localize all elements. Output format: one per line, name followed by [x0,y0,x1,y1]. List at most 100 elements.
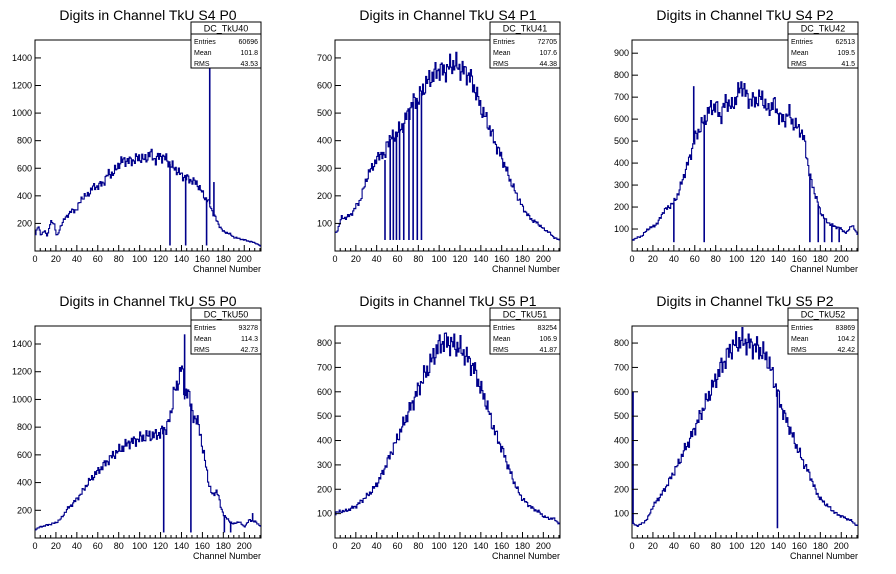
y-tick-label: 600 [614,387,629,397]
stats-name: DC_TkU52 [801,310,846,320]
x-tick-label: 100 [432,541,447,551]
stats-label-mean: Mean [493,336,511,343]
chart-title: Digits in Channel TkU S4 P0 [59,7,236,23]
stats-value-entries: 83869 [836,325,856,332]
x-tick-label: 0 [332,254,337,264]
histogram-panel-1: Digits in Channel TkU S4 P1 0 20 40 60 80 100 1… [317,7,561,274]
x-tick-label: 60 [392,541,402,551]
x-axis-label: Channel Number [492,551,560,561]
x-tick-label: 20 [51,541,61,551]
stats-name: DC_TkU50 [204,310,249,320]
stats-value-entries: 83254 [538,325,558,332]
stats-box-frame [190,307,262,355]
y-tick-label: 400 [317,136,332,146]
x-tick-label: 160 [494,541,509,551]
x-tick-label: 160 [195,254,210,264]
y-tick-label: 500 [614,411,629,421]
y-tick-label: 800 [17,136,32,146]
histogram-panel-4: Digits in Channel TkU S5 P1 0 20 40 60 80 100 1… [317,293,561,561]
stats-box: DC_TkU52 Entries 83869 Mean 104.2 RMS 42.42 [787,307,859,355]
x-tick-label: 40 [669,541,679,551]
stats-value-rms: 41.87 [539,347,557,354]
x-tick-label: 0 [629,254,634,264]
x-tick-label: 140 [771,541,786,551]
x-tick-label: 120 [452,254,467,264]
stats-box-frame [489,307,561,355]
x-tick-label: 40 [372,254,382,264]
plot-frame [334,39,561,252]
stats-label-entries: Entries [194,39,216,46]
stats-label-rms: RMS [493,61,509,68]
y-tick-label: 900 [614,48,629,58]
histogram-panel-3: Digits in Channel TkU S5 P0 0 20 40 60 80 100 1… [12,293,262,561]
stats-box-frame [787,21,859,69]
histogram-line [335,51,560,241]
x-tick-label: 200 [834,541,849,551]
stats-label-mean: Mean [194,336,212,343]
stats-box: DC_TkU40 Entries 60696 Mean 101.8 RMS 43.53 [190,21,262,69]
stats-value-mean: 109.5 [837,50,855,57]
y-tick-label: 100 [614,224,629,234]
y-tick-label: 100 [614,509,629,519]
plot-frame [34,39,262,252]
x-tick-label: 180 [216,254,231,264]
x-tick-label: 100 [132,541,147,551]
stats-box: DC_TkU42 Entries 62513 Mean 109.5 RMS 41.5 [787,21,859,69]
y-tick-label: 300 [317,460,332,470]
x-tick-label: 20 [648,541,658,551]
x-tick-label: 80 [711,541,721,551]
y-tick-label: 100 [317,218,332,228]
x-tick-label: 140 [174,254,189,264]
x-axis-label: Channel Number [193,551,261,561]
stats-value-rms: 44.38 [539,61,557,68]
y-tick-label: 500 [317,411,332,421]
y-tick-label: 300 [317,163,332,173]
x-tick-label: 160 [195,541,210,551]
x-tick-label: 60 [93,254,103,264]
y-tick-label: 200 [17,218,32,228]
y-tick-label: 200 [614,484,629,494]
stats-label-entries: Entries [493,39,515,46]
x-tick-label: 100 [132,254,147,264]
stats-value-entries: 93278 [239,325,259,332]
x-tick-label: 120 [750,254,765,264]
histogram-panel-5: Digits in Channel TkU S5 P2 0 20 40 60 80 100 1… [614,293,859,561]
chart-title: Digits in Channel TkU S5 P2 [656,293,833,309]
stats-label-rms: RMS [194,347,210,354]
x-tick-label: 200 [237,254,252,264]
stats-name: DC_TkU51 [503,310,548,320]
y-tick-label: 700 [614,362,629,372]
histogram-line [632,81,858,241]
y-tick-label: 300 [614,180,629,190]
y-tick-label: 200 [317,484,332,494]
y-tick-label: 600 [17,450,32,460]
x-tick-label: 100 [729,541,744,551]
x-tick-label: 200 [834,254,849,264]
y-tick-label: 600 [317,387,332,397]
x-tick-label: 160 [494,254,509,264]
x-tick-label: 60 [93,541,103,551]
x-tick-label: 180 [515,541,530,551]
stats-value-entries: 62513 [836,39,856,46]
stats-name: DC_TkU41 [503,24,548,34]
x-tick-label: 20 [648,254,658,264]
x-axis-label: Channel Number [492,264,560,274]
y-tick-label: 1000 [12,394,32,404]
stats-box-frame [787,307,859,355]
x-tick-label: 20 [351,541,361,551]
x-tick-label: 180 [515,254,530,264]
stats-value-rms: 42.73 [240,347,258,354]
stats-label-entries: Entries [791,325,813,332]
y-tick-label: 500 [317,108,332,118]
stats-label-entries: Entries [194,325,216,332]
y-tick-label: 400 [17,191,32,201]
y-tick-label: 600 [317,81,332,91]
stats-value-rms: 43.53 [240,61,258,68]
x-tick-label: 20 [51,254,61,264]
x-tick-label: 0 [32,254,37,264]
stats-value-mean: 107.6 [539,50,557,57]
stats-value-mean: 104.2 [837,336,855,343]
plot-frame [631,325,859,539]
y-tick-label: 200 [17,505,32,515]
